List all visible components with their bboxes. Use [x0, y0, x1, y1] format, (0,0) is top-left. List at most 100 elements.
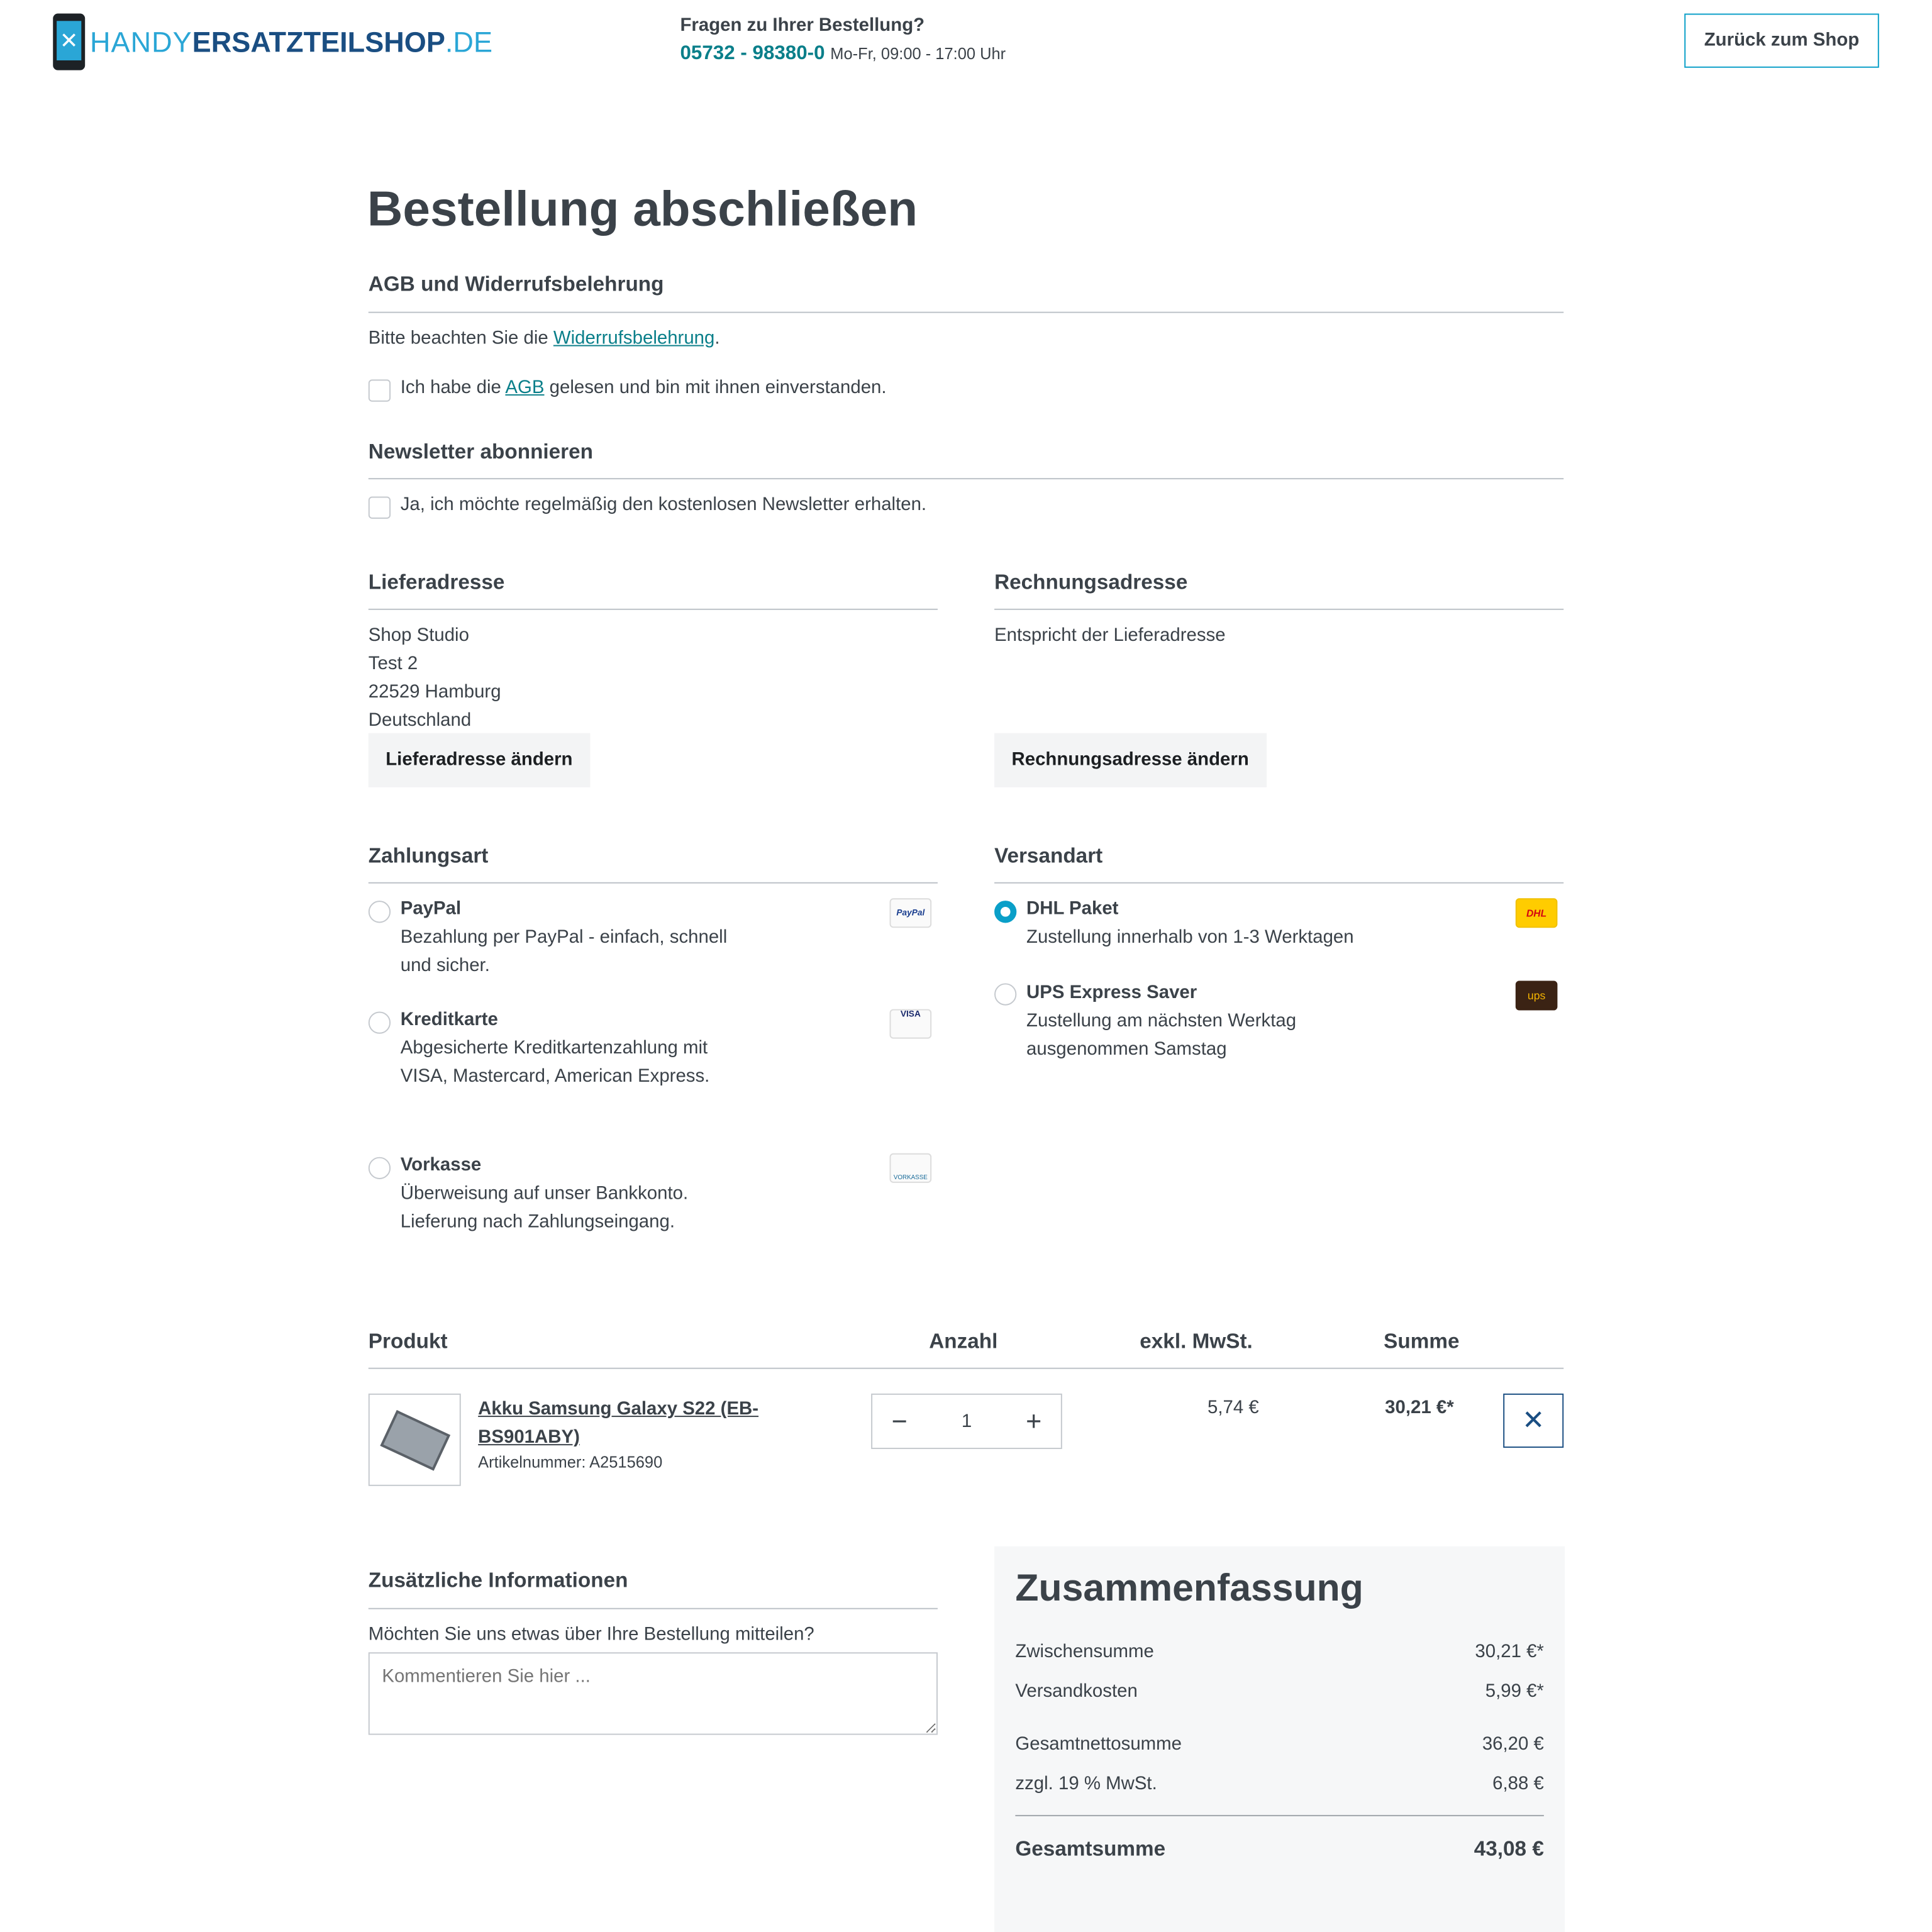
logo[interactable]: ✕ HANDY ERSATZTEILSHOP .DE — [53, 13, 492, 72]
change-billing-address-button[interactable]: Rechnungsadresse ändern — [994, 733, 1267, 787]
product-name-line: BS901ABY) — [478, 1426, 580, 1448]
paypal-logo-icon: PayPal — [889, 898, 932, 928]
summary-heading: Zusammenfassung — [1015, 1566, 1363, 1609]
address-line: Shop Studio — [368, 625, 469, 646]
shipping-option-ups[interactable]: UPS Express Saver Zustellung am nächsten… — [1026, 979, 1296, 1063]
row-value: 30,21 €* — [1475, 1641, 1544, 1662]
agb-label-end: gelesen und bin mit ihnen einverstanden. — [544, 377, 887, 398]
dhl-logo-icon: DHL — [1515, 898, 1558, 928]
option-desc: Abgesicherte Kreditkartenzahlung mit — [400, 1037, 708, 1058]
widerruf-link[interactable]: Widerrufsbelehrung — [553, 328, 715, 349]
close-icon: ✕ — [1522, 1404, 1545, 1436]
newsletter-checkbox[interactable] — [368, 496, 391, 519]
row-value: 5,99 €* — [1485, 1680, 1544, 1702]
vorkasse-logo-icon: VORKASSE — [889, 1153, 932, 1183]
agb-notice: Bitte beachten Sie die Widerrufsbelehrun… — [369, 324, 720, 352]
payment-option-paypal[interactable]: PayPal Bezahlung per PayPal - einfach, s… — [401, 894, 728, 979]
shipping-method-heading: Versandart — [994, 844, 1103, 868]
phone-logo-icon: ✕ — [53, 13, 86, 70]
support-question: Fragen zu Ihrer Bestellung? — [680, 14, 925, 36]
support-phone[interactable]: 05732 - 98380-0 — [680, 43, 825, 64]
row-label: Gesamtnettosumme — [1015, 1733, 1182, 1755]
row-label: Versandkosten — [1015, 1680, 1138, 1702]
summary-row-shipping: Versandkosten 5,99 €* — [1015, 1680, 1543, 1701]
dhl-radio[interactable] — [994, 901, 1017, 923]
cart-header-net: exkl. MwSt. — [1140, 1329, 1253, 1353]
cart-header-quantity: Anzahl — [929, 1329, 998, 1353]
billing-address: Entspricht der Lieferadresse — [994, 625, 1226, 646]
payment-option-kreditkarte[interactable]: Kreditkarte Abgesicherte Kreditkartenzah… — [401, 1006, 710, 1091]
option-desc: und sicher. — [400, 955, 490, 976]
total-value: 43,08 € — [1474, 1837, 1544, 1861]
product-sku: Artikelnummer: A2515690 — [478, 1452, 663, 1472]
agb-label-text: Ich habe die — [400, 377, 506, 398]
cart-header-total: Summe — [1384, 1329, 1460, 1353]
address-line: Test 2 — [368, 653, 418, 674]
agb-heading: AGB und Widerrufsbelehrung — [368, 272, 664, 296]
logo-text-bold: ERSATZTEILSHOP — [192, 25, 445, 58]
quantity-value[interactable]: 1 — [961, 1411, 972, 1432]
option-title: Kreditkarte — [400, 1009, 498, 1030]
option-desc: Überweisung auf unser Bankkonto. — [400, 1182, 689, 1204]
row-value: 36,20 € — [1482, 1733, 1544, 1755]
payment-option-vorkasse[interactable]: Vorkasse Überweisung auf unser Bankkonto… — [401, 1151, 688, 1236]
newsletter-label: Ja, ich möchte regelmäßig den kostenlose… — [400, 494, 927, 515]
row-label: Zwischensumme — [1015, 1641, 1154, 1662]
product-image[interactable] — [368, 1393, 461, 1486]
shipping-address: Shop Studio Test 2 22529 Hamburg Deutsch… — [369, 621, 501, 734]
agb-link[interactable]: AGB — [505, 377, 545, 398]
option-title: UPS Express Saver — [1026, 982, 1197, 1003]
summary-row-net: Gesamtnettosumme 36,20 € — [1015, 1734, 1543, 1755]
option-title: DHL Paket — [1026, 898, 1119, 919]
address-line: Deutschland — [368, 709, 472, 731]
agb-notice-text: Bitte beachten Sie die — [368, 328, 553, 349]
additional-info-heading: Zusätzliche Informationen — [368, 1568, 628, 1592]
row-label: zzgl. 19 % MwSt. — [1015, 1773, 1157, 1794]
plus-icon[interactable]: + — [1026, 1405, 1042, 1436]
agb-notice-end: . — [714, 328, 720, 349]
option-desc: Zustellung innerhalb von 1-3 Werktagen — [1026, 926, 1354, 948]
option-desc: ausgenommen Samstag — [1026, 1038, 1227, 1060]
newsletter-heading: Newsletter abonnieren — [368, 440, 594, 464]
back-to-shop-button[interactable]: Zurück zum Shop — [1684, 13, 1879, 68]
ups-radio[interactable] — [994, 983, 1017, 1006]
product-total-price: 30,21 €* — [1385, 1397, 1454, 1419]
change-shipping-address-button[interactable]: Lieferadresse ändern — [368, 733, 590, 787]
vorkasse-radio[interactable] — [368, 1157, 391, 1179]
agb-checkbox-label: Ich habe die AGB gelesen und bin mit ihn… — [401, 374, 887, 402]
summary-row-vat: zzgl. 19 % MwSt. 6,88 € — [1015, 1773, 1543, 1794]
support-hours: Mo-Fr, 09:00 - 17:00 Uhr — [830, 44, 1006, 63]
billing-address-heading: Rechnungsadresse — [994, 570, 1188, 594]
summary-total: Gesamtsumme 43,08 € — [1015, 1837, 1543, 1862]
product-net-price: 5,74 € — [1208, 1397, 1259, 1419]
option-title: PayPal — [400, 898, 462, 919]
total-label: Gesamtsumme — [1015, 1837, 1166, 1861]
address-line: 22529 Hamburg — [368, 681, 501, 702]
summary-row-subtotal: Zwischensumme 30,21 €* — [1015, 1641, 1543, 1662]
option-desc: Lieferung nach Zahlungseingang. — [400, 1211, 675, 1233]
credit-card-logos-icon: VISA — [889, 1009, 932, 1039]
payment-heading: Zahlungsart — [368, 844, 489, 868]
paypal-radio[interactable] — [368, 901, 391, 923]
quantity-stepper[interactable]: − 1 + — [871, 1393, 1062, 1450]
shipping-address-heading: Lieferadresse — [368, 570, 505, 594]
battery-icon — [379, 1409, 450, 1470]
logo-text-light: HANDY — [90, 25, 192, 58]
row-value: 6,88 € — [1492, 1773, 1544, 1794]
order-summary: Zusammenfassung Zwischensumme 30,21 €* Ve… — [994, 1546, 1565, 1932]
remove-item-button[interactable]: ✕ — [1503, 1393, 1564, 1448]
comment-textarea[interactable] — [368, 1652, 938, 1735]
additional-info-question: Möchten Sie uns etwas über Ihre Bestellu… — [368, 1624, 814, 1645]
product-name-line: Akku Samsung Galaxy S22 (EB- — [478, 1398, 759, 1419]
option-desc: Bezahlung per PayPal - einfach, schnell — [400, 926, 728, 948]
kreditkarte-radio[interactable] — [368, 1011, 391, 1034]
cart-header-product: Produkt — [368, 1329, 448, 1353]
minus-icon[interactable]: − — [891, 1405, 908, 1436]
logo-text-tld: .DE — [445, 25, 493, 58]
option-title: Vorkasse — [400, 1154, 482, 1176]
option-desc: VISA, Mastercard, American Express. — [400, 1065, 710, 1087]
product-name-link[interactable]: Akku Samsung Galaxy S22 (EB- BS901ABY) — [478, 1395, 758, 1452]
page-title: Bestellung abschließen — [367, 182, 918, 237]
shipping-option-dhl[interactable]: DHL Paket Zustellung innerhalb von 1-3 W… — [1026, 894, 1354, 951]
agb-checkbox[interactable] — [368, 379, 391, 402]
